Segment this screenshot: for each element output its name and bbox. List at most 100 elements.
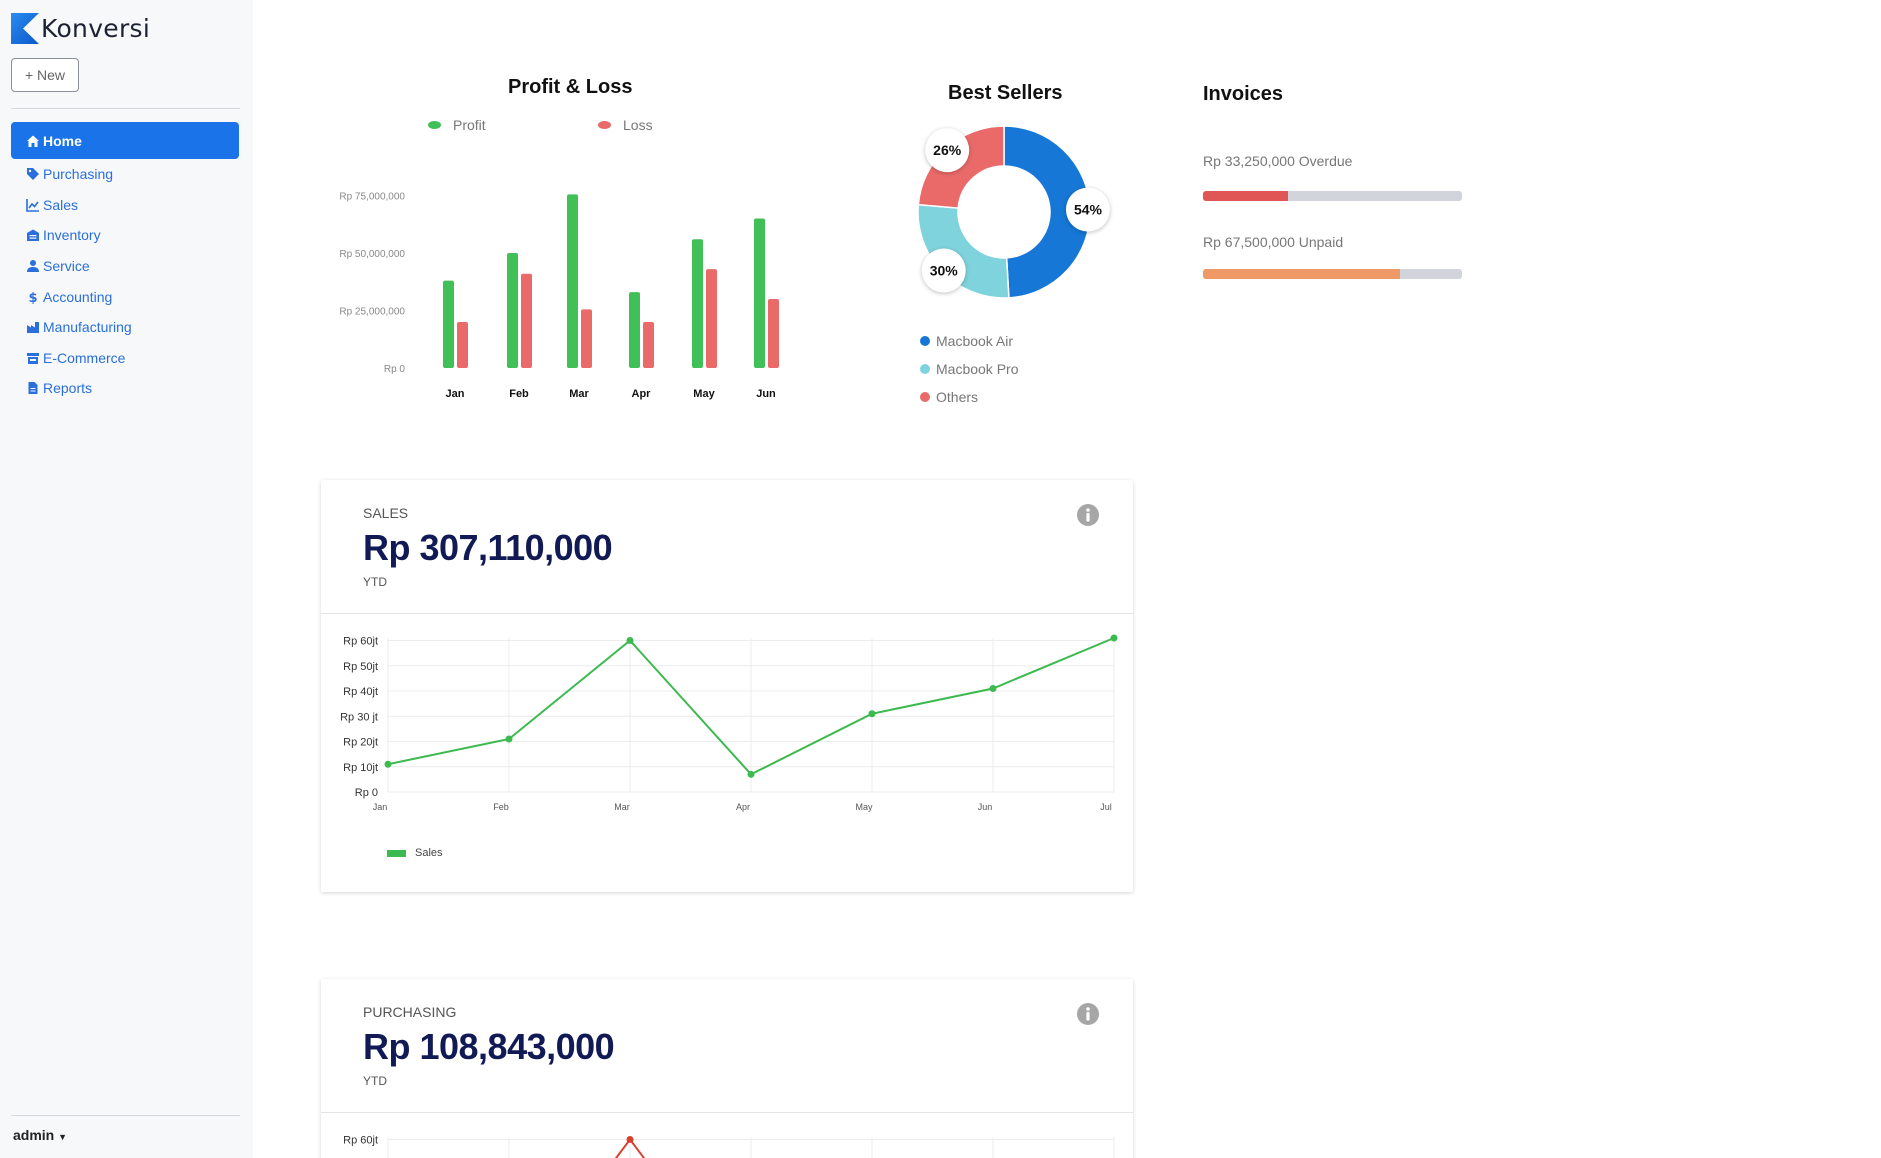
profit-loss-title: Profit & Loss (508, 76, 633, 98)
loss-bar-may[interactable] (706, 269, 717, 368)
slice-label: 26% (933, 142, 962, 158)
svg-text:$: $ (28, 291, 37, 304)
user-menu[interactable]: admin ▼ (13, 1127, 67, 1143)
sidebar-item-label: Sales (43, 196, 79, 213)
legend-macbook-pro[interactable]: Macbook Pro (920, 355, 1018, 383)
sidebar-item-label: Accounting (43, 288, 113, 305)
loss-bar-jun[interactable] (768, 299, 779, 368)
sidebar-item-label: Service (43, 258, 90, 275)
profit-legend-marker (428, 121, 441, 129)
data-point[interactable] (1110, 634, 1118, 642)
slice-label-badge (1065, 187, 1110, 232)
info-icon[interactable] (1077, 1003, 1099, 1025)
purchasing-card-period: YTD (363, 1074, 387, 1088)
sidebar-item-reports[interactable]: Reports (11, 373, 239, 404)
home-icon (25, 133, 40, 148)
overdue-progress-bar (1203, 191, 1462, 201)
sidebar: Konversi + New Home Purchasing Sales Invent… (0, 0, 253, 1158)
sidebar-item-label: Manufacturing (43, 319, 132, 336)
unpaid-progress-bar (1203, 269, 1462, 279)
industry-icon (25, 320, 40, 335)
data-point[interactable] (747, 770, 755, 778)
sales-legend-swatch (387, 849, 406, 857)
legend-profit-label: Profit (453, 117, 486, 133)
legend-label: Others (936, 389, 979, 405)
y-tick-label: Rp 0 (355, 787, 378, 799)
data-point[interactable] (989, 684, 997, 692)
sidebar-item-inventory[interactable]: Inventory (11, 220, 239, 251)
unpaid-label: Rp 67,500,000 Unpaid (1203, 234, 1344, 250)
x-tick-label: Jan (373, 802, 388, 812)
loss-bar-feb[interactable] (521, 273, 532, 368)
purchasing-card-value: Rp 108,843,000 (363, 1026, 615, 1067)
sidebar-item-manufacturing[interactable]: Manufacturing (11, 312, 239, 343)
x-tick-label: May (693, 388, 715, 400)
y-tick-label: Rp 60jt (343, 1134, 378, 1146)
sidebar-item-label: Home (43, 132, 82, 149)
loss-bar-mar[interactable] (581, 309, 592, 368)
y-tick-label: Rp 60jt (343, 636, 378, 648)
x-tick-label: Feb (493, 802, 509, 812)
donut-slice-macbook-pro[interactable] (917, 203, 1010, 299)
legend-marker (920, 336, 930, 346)
app-name: Konversi (41, 13, 151, 43)
profit-bar-jan[interactable] (443, 280, 454, 368)
x-tick-label: Apr (632, 388, 652, 400)
data-point[interactable] (505, 735, 513, 743)
sales-legend-label: Sales (415, 847, 443, 859)
invoices-title: Invoices (1203, 83, 1284, 105)
info-icon[interactable] (1077, 504, 1099, 526)
data-point[interactable] (384, 760, 392, 768)
sidebar-item-accounting[interactable]: $ Accounting (11, 281, 239, 312)
profit-bar-mar[interactable] (567, 194, 578, 368)
sales-card-value: Rp 307,110,000 (363, 527, 613, 568)
loss-legend-marker (598, 121, 611, 129)
purchasing-card: PURCHASING Rp 108,843,000 YTD Rp 60jtRp … (321, 979, 1133, 1158)
x-tick-label: Jul (1100, 802, 1112, 812)
new-button[interactable]: + New (11, 58, 79, 92)
loss-bar-jan[interactable] (457, 322, 468, 368)
sales-card-period: YTD (363, 575, 387, 589)
konversi-logo-icon (11, 12, 39, 44)
file-icon (25, 381, 40, 396)
legend-macbook-air[interactable]: Macbook Air (920, 327, 1018, 355)
legend-loss[interactable]: Loss (598, 117, 653, 133)
sidebar-item-e-commerce[interactable]: E-Commerce (11, 343, 239, 374)
series-line (614, 1138, 631, 1158)
data-point[interactable] (626, 637, 634, 645)
profit-loss-chart: Rp 0 Rp 25,000,000 Rp 50,000,000 Rp 75,000,… (339, 192, 779, 400)
donut-slice-macbook-air[interactable] (1003, 125, 1091, 299)
profit-bar-jun[interactable] (754, 218, 765, 369)
sidebar-item-service[interactable]: Service (11, 251, 239, 282)
sales-card: SALES Rp 307,110,000 YTD Rp 0 Rp 10jt Rp 2… (321, 480, 1133, 892)
profit-bar-feb[interactable] (507, 253, 518, 368)
y-tick-label: Rp 30 jt (340, 711, 378, 723)
sales-series-legend[interactable]: Sales (387, 847, 443, 859)
sidebar-item-label: Inventory (43, 227, 101, 244)
x-tick-label: Mar (614, 802, 630, 812)
overdue-progress-fill (1203, 191, 1289, 201)
x-tick-label: Jan (446, 388, 465, 400)
slice-label: 54% (1074, 202, 1103, 218)
profit-bar-may[interactable] (692, 239, 703, 368)
y-tick-label: Rp 50,000,000 (339, 249, 405, 260)
profit-bar-apr[interactable] (629, 292, 640, 368)
best-sellers-donut-chart: 54% 30% 26% (917, 125, 1110, 299)
y-tick-label: Rp 50jt (343, 661, 378, 673)
legend-profit[interactable]: Profit (428, 117, 486, 133)
user-tie-icon (25, 259, 40, 274)
sidebar-item-purchasing[interactable]: Purchasing (11, 159, 239, 190)
card-divider (321, 613, 1133, 614)
legend-others[interactable]: Others (920, 383, 1018, 411)
y-tick-label: Rp 0 (384, 364, 406, 375)
sidebar-item-sales[interactable]: Sales (11, 190, 239, 221)
data-point[interactable] (868, 710, 876, 718)
series-line (629, 1138, 646, 1158)
caret-down-icon: ▼ (58, 1132, 68, 1142)
brand-logo[interactable]: Konversi (11, 12, 150, 44)
sidebar-item-label: Purchasing (43, 166, 114, 183)
y-tick-label: Rp 25,000,000 (339, 307, 405, 318)
y-tick-label: Rp 10jt (343, 762, 378, 774)
loss-bar-apr[interactable] (643, 322, 654, 368)
sidebar-item-home[interactable]: Home (11, 122, 239, 159)
